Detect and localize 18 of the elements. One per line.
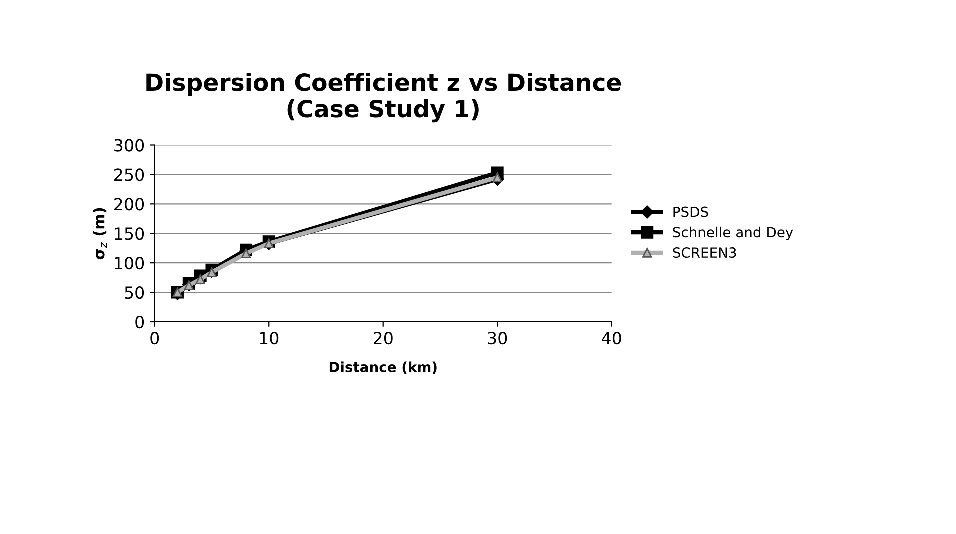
x-tick-label: 10 (260, 332, 279, 345)
y-tick-label: 150 (115, 228, 144, 240)
x-tick-label: 40 (602, 332, 622, 345)
y-tick-label: 250 (114, 168, 144, 182)
y-tick-label: 200 (114, 198, 144, 211)
legend-label: SCREEN3 (673, 248, 736, 258)
x-tick-label: 0 (150, 332, 160, 345)
y-tick-label: 0 (136, 316, 144, 329)
x-tick-label: 20 (374, 332, 393, 345)
chart-title: Dispersion Coefficient z vs Distance (Case Study 1) (146, 73, 622, 123)
y-tick-label: 300 (114, 139, 144, 152)
x-tick-label: 30 (488, 332, 508, 345)
legend-label: PSDS (674, 206, 708, 218)
legend-label: Schnelle and Dey (673, 226, 794, 240)
y-tick-label: 100 (115, 257, 144, 270)
x-axis-title: Distance (km) (330, 362, 437, 374)
y-tick-label: 50 (125, 286, 144, 300)
y-axis-title: σ$_{z}$ (m) (92, 208, 108, 260)
